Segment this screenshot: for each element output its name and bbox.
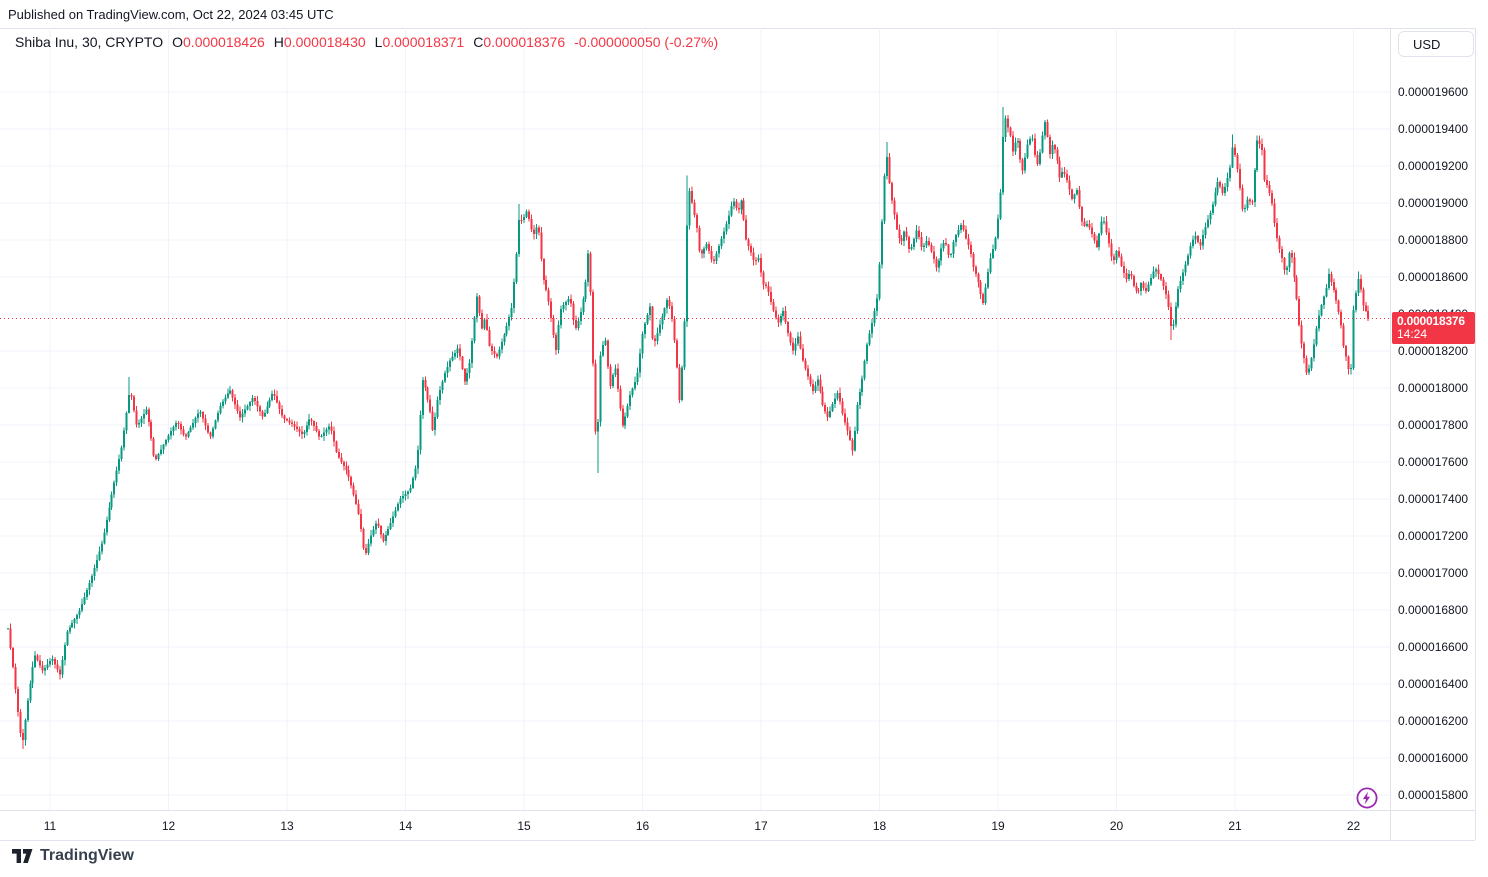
legend-low: L 0.000018371 [374, 34, 465, 50]
currency-usd-button[interactable]: USD [1398, 31, 1474, 57]
time-tick-label: 15 [517, 819, 531, 833]
price-tick-label: 0.000017000 [1398, 566, 1469, 580]
lightning-bolt-icon[interactable] [1355, 786, 1379, 810]
time-tick-label: 17 [754, 819, 768, 833]
symbol-name: Shiba Inu, 30, CRYPTO [15, 34, 164, 50]
price-tick-label: 0.000016600 [1398, 640, 1469, 654]
time-axis[interactable] [0, 810, 1390, 840]
price-tick-label: 0.000018200 [1398, 344, 1469, 358]
price-tick-label: 0.000017200 [1398, 529, 1469, 543]
candles [7, 106, 1369, 749]
legend-high: H 0.000018430 [273, 34, 366, 50]
bar-countdown: 14:24 [1397, 327, 1428, 342]
price-tick-label: 0.000018800 [1398, 233, 1469, 247]
time-tick-label: 11 [43, 819, 57, 833]
gridlines [0, 28, 1390, 810]
last-price-value: 0.000018376 [1397, 314, 1465, 329]
time-tick-label: 20 [1109, 819, 1124, 833]
tradingview-logo[interactable]: TradingView [12, 847, 134, 865]
legend-close: C 0.000018376 [473, 34, 566, 50]
time-tick-label: 16 [635, 819, 650, 833]
price-tick-label: 0.000016400 [1398, 677, 1469, 691]
price-tick-label: 0.000017600 [1398, 455, 1469, 469]
frame-bottom-border [0, 840, 1475, 841]
price-tick-label: 0.000016000 [1398, 751, 1469, 765]
legend-open: O 0.000018426 [172, 34, 265, 50]
price-tick-label: 0.000016800 [1398, 603, 1469, 617]
price-tick-label: 0.000017400 [1398, 492, 1469, 506]
frame-top-border [0, 28, 1475, 29]
legend-change: -0.000000050 (-0.27%) [574, 34, 719, 50]
time-tick-label: 19 [991, 819, 1005, 833]
time-tick-label: 18 [872, 819, 887, 833]
price-tick-label: 0.000018600 [1398, 270, 1469, 284]
price-tick-label: 0.000019400 [1398, 122, 1469, 136]
price-tick-label: 0.000017800 [1398, 418, 1469, 432]
last-price-label: 0.000018376 14:24 [1392, 312, 1475, 345]
symbol-legend: Shiba Inu, 30, CRYPTO O 0.000018426 H 0.00… [15, 34, 718, 50]
price-tick-label: 0.000019600 [1398, 85, 1469, 99]
candlestick-plot[interactable] [0, 28, 1390, 810]
currency-usd-label: USD [1413, 36, 1441, 52]
price-tick-label: 0.000015800 [1398, 788, 1469, 802]
price-tick-label: 0.000019200 [1398, 159, 1469, 173]
price-tick-label: 0.000016200 [1398, 714, 1469, 728]
frame-right-border [1475, 28, 1476, 840]
published-header: Published on TradingView.com, Oct 22, 20… [8, 7, 334, 22]
time-axis-separator [0, 810, 1475, 811]
tradingview-wordmark: TradingView [40, 847, 134, 864]
tradingview-logo-mark-icon [12, 849, 33, 863]
time-tick-label: 22 [1346, 819, 1361, 833]
price-tick-label: 0.000019000 [1398, 196, 1469, 210]
price-axis-separator [1390, 28, 1391, 840]
time-tick-label: 12 [161, 819, 176, 833]
time-tick-label: 21 [1228, 819, 1242, 833]
time-tick-label: 13 [280, 819, 294, 833]
time-tick-label: 14 [398, 819, 413, 833]
price-tick-label: 0.000018000 [1398, 381, 1469, 395]
